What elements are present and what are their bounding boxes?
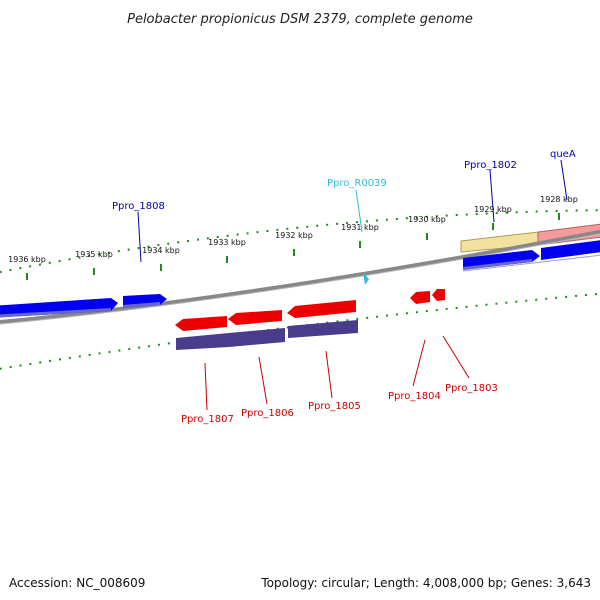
kbp-tick-label: 1935 kbp [75, 250, 113, 259]
reverse-cds-1804 [410, 291, 430, 304]
reverse-cds-1807 [175, 316, 227, 331]
tick-layer: 1936 kbp 1935 kbp 1934 kbp 1933 kbp 1932 kbp… [8, 195, 578, 280]
reverse-cds-1803 [432, 289, 445, 301]
forward-cds-3-shade [463, 259, 532, 270]
kbp-tick-label: 1932 kbp [275, 231, 313, 240]
accession-text: Accession: NC_008609 [9, 576, 146, 590]
label-ppro-1807: Ppro_1807 [181, 414, 234, 425]
reverse-feature-2 [229, 328, 285, 347]
label-ppro-1806: Ppro_1806 [241, 408, 294, 419]
reverse-cds-1806 [228, 310, 282, 325]
connector-ppro-1805 [325, 350, 333, 399]
forward-cds-2-shade [123, 302, 160, 308]
kbp-tick-label: 1936 kbp [8, 255, 46, 264]
connector-ppro-1803 [442, 335, 470, 379]
connector-ppro-r0039 [355, 189, 363, 233]
connector-ppro-1807 [204, 362, 208, 411]
forward-cds-1 [0, 298, 118, 318]
kbp-tick-label: 1933 kbp [208, 238, 246, 247]
forward-edge-line [462, 254, 600, 272]
summary-text: Topology: circular; Length: 4,008,000 bp… [261, 576, 591, 590]
label-ppro-1805: Ppro_1805 [308, 401, 361, 412]
map-title: Pelobacter propionicus DSM 2379, complet… [127, 12, 473, 27]
kbp-tick-label: 1930 kbp [408, 215, 446, 224]
connector-ppro-1806 [258, 356, 268, 405]
connector-quea [560, 159, 568, 201]
connector-ppro-1802 [489, 169, 495, 223]
kbp-tick-label: 1929 kbp [474, 205, 512, 214]
connector-ppro-1808 [137, 211, 142, 263]
label-ppro-1802: Ppro_1802 [464, 160, 517, 171]
genome-backbone-shadow [0, 233, 600, 325]
kbp-tick-label: 1931 kbp [341, 223, 379, 232]
label-ppro-1804: Ppro_1804 [388, 391, 441, 402]
label-quea: queA [550, 149, 576, 160]
forward-cds-4 [541, 240, 600, 260]
rna-marker [363, 272, 369, 285]
label-ppro-1803: Ppro_1803 [445, 383, 498, 394]
reverse-cds-1805 [287, 300, 356, 318]
genome-backbone [0, 229, 600, 325]
reverse-feature-3 [288, 320, 358, 338]
outer-tick-ring [0, 209, 600, 274]
label-ppro-1808: Ppro_1808 [112, 201, 165, 212]
label-ppro-r0039: Ppro_R0039 [327, 178, 387, 189]
kbp-tick-label: 1928 kbp [540, 195, 578, 204]
inner-tick-ring [0, 292, 600, 370]
forward-cds-1-shade [0, 308, 111, 318]
reverse-feature-1 [176, 333, 229, 350]
kbp-tick-label: 1934 kbp [142, 246, 180, 255]
connector-ppro-1804 [412, 339, 426, 387]
